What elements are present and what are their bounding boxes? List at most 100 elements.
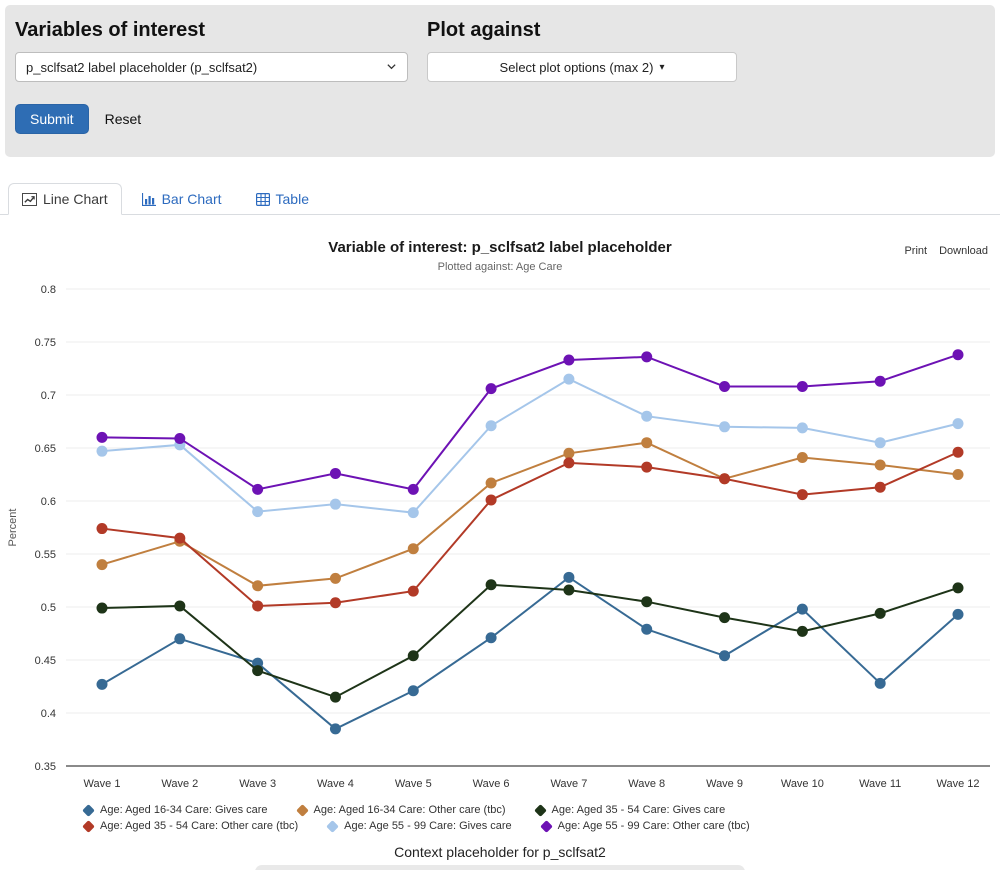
print-button[interactable]: Print xyxy=(904,245,928,257)
legend-item[interactable]: Age: Aged 16-34 Care: Other care (tbc) xyxy=(295,803,506,817)
legend-item[interactable]: Age: Aged 16-34 Care: Gives care xyxy=(82,803,268,817)
data-point[interactable] xyxy=(407,507,419,519)
data-point[interactable] xyxy=(174,532,186,544)
data-point[interactable] xyxy=(719,421,731,433)
x-tick-label: Wave 1 xyxy=(84,778,121,790)
data-point[interactable] xyxy=(641,596,653,608)
data-point[interactable] xyxy=(174,432,186,444)
data-point[interactable] xyxy=(952,349,964,361)
data-point[interactable] xyxy=(719,473,731,485)
tab-bar-chart[interactable]: Bar Chart xyxy=(128,183,236,215)
data-point[interactable] xyxy=(485,494,497,506)
data-point[interactable] xyxy=(796,422,808,434)
data-point[interactable] xyxy=(796,381,808,393)
data-point[interactable] xyxy=(485,420,497,432)
data-point[interactable] xyxy=(952,418,964,430)
data-point[interactable] xyxy=(252,483,264,495)
data-point[interactable] xyxy=(952,446,964,458)
data-point[interactable] xyxy=(563,457,575,469)
data-point[interactable] xyxy=(407,483,419,495)
data-point[interactable] xyxy=(96,602,108,614)
data-point[interactable] xyxy=(174,633,186,645)
legend-label: Age: Aged 35 - 54 Care: Gives care xyxy=(551,804,726,816)
legend-item[interactable]: Age: Aged 35 - 54 Care: Gives care xyxy=(533,803,726,817)
data-point[interactable] xyxy=(719,612,731,624)
data-point[interactable] xyxy=(96,431,108,443)
data-point[interactable] xyxy=(952,608,964,620)
data-point[interactable] xyxy=(952,469,964,480)
data-point[interactable] xyxy=(874,375,886,387)
data-point[interactable] xyxy=(563,373,575,385)
data-point[interactable] xyxy=(329,498,341,510)
data-point[interactable] xyxy=(485,579,497,591)
data-point[interactable] xyxy=(329,467,341,479)
data-point[interactable] xyxy=(796,625,808,637)
data-point[interactable] xyxy=(485,632,497,644)
data-point[interactable] xyxy=(96,678,108,690)
legend-item[interactable]: Age: Age 55 - 99 Care: Gives care xyxy=(326,819,512,833)
data-point[interactable] xyxy=(874,437,886,449)
submit-button[interactable]: Submit xyxy=(15,104,89,134)
data-point[interactable] xyxy=(874,677,886,689)
plot-options-dropdown[interactable]: Select plot options (max 2) ▾ xyxy=(427,52,737,82)
bar-chart-icon xyxy=(141,192,156,206)
data-point[interactable] xyxy=(329,723,341,735)
data-point[interactable] xyxy=(641,351,653,363)
data-point[interactable] xyxy=(563,447,575,459)
data-point[interactable] xyxy=(952,582,964,594)
data-point[interactable] xyxy=(96,559,108,571)
data-point[interactable] xyxy=(329,597,341,609)
reset-button[interactable]: Reset xyxy=(104,111,142,127)
x-tick-label: Wave 2 xyxy=(161,778,198,790)
data-point[interactable] xyxy=(252,600,264,612)
data-point[interactable] xyxy=(174,600,186,612)
data-point[interactable] xyxy=(796,603,808,615)
context-text: Context placeholder for p_sclfsat2 xyxy=(394,844,606,860)
legend-item[interactable]: Age: Aged 35 - 54 Care: Other care (tbc) xyxy=(82,819,298,833)
plot-against-heading: Plot against xyxy=(427,19,541,41)
data-point[interactable] xyxy=(485,383,497,395)
legend-item[interactable]: Age: Age 55 - 99 Care: Other care (tbc) xyxy=(539,819,750,833)
data-point[interactable] xyxy=(563,571,575,583)
data-point[interactable] xyxy=(641,437,653,449)
data-point[interactable] xyxy=(407,650,419,662)
data-point[interactable] xyxy=(641,410,653,422)
data-point[interactable] xyxy=(407,543,419,555)
control-panel: Variables of interest p_sclfsat2 label p… xyxy=(5,5,995,157)
x-tick-label: Wave 11 xyxy=(859,778,901,790)
data-point[interactable] xyxy=(719,650,731,662)
data-point[interactable] xyxy=(252,665,264,677)
data-point[interactable] xyxy=(874,607,886,619)
data-point[interactable] xyxy=(96,523,108,535)
chart-title: Variable of interest: p_sclfsat2 label p… xyxy=(328,239,672,256)
data-point[interactable] xyxy=(563,354,575,366)
data-point[interactable] xyxy=(407,685,419,697)
legend-marker-diamond-icon xyxy=(82,819,95,833)
x-tick-label: Wave 3 xyxy=(239,778,276,790)
variables-select[interactable]: p_sclfsat2 label placeholder (p_sclfsat2… xyxy=(15,52,408,82)
data-point[interactable] xyxy=(641,623,653,635)
legend-marker-diamond-icon xyxy=(295,803,309,817)
series-line xyxy=(101,451,959,607)
table-icon xyxy=(255,192,270,206)
data-point[interactable] xyxy=(874,459,886,471)
data-point[interactable] xyxy=(796,452,808,464)
data-point[interactable] xyxy=(485,477,497,489)
tab-line-chart[interactable]: Line Chart xyxy=(8,183,122,215)
data-point[interactable] xyxy=(641,461,653,473)
data-point[interactable] xyxy=(329,572,341,584)
data-point[interactable] xyxy=(252,580,264,592)
data-point[interactable] xyxy=(563,584,575,596)
data-point[interactable] xyxy=(796,489,808,501)
legend-label: Age: Aged 16-34 Care: Gives care xyxy=(100,804,268,816)
chevron-down-icon xyxy=(387,64,396,70)
data-point[interactable] xyxy=(407,585,419,597)
plot-options-value: Select plot options (max 2) xyxy=(499,59,654,75)
download-button[interactable]: Download xyxy=(939,245,988,257)
data-point[interactable] xyxy=(719,381,731,393)
tab-table[interactable]: Table xyxy=(242,183,323,215)
data-point[interactable] xyxy=(329,691,341,703)
data-point[interactable] xyxy=(96,445,108,457)
data-point[interactable] xyxy=(874,481,886,493)
data-point[interactable] xyxy=(252,506,264,518)
